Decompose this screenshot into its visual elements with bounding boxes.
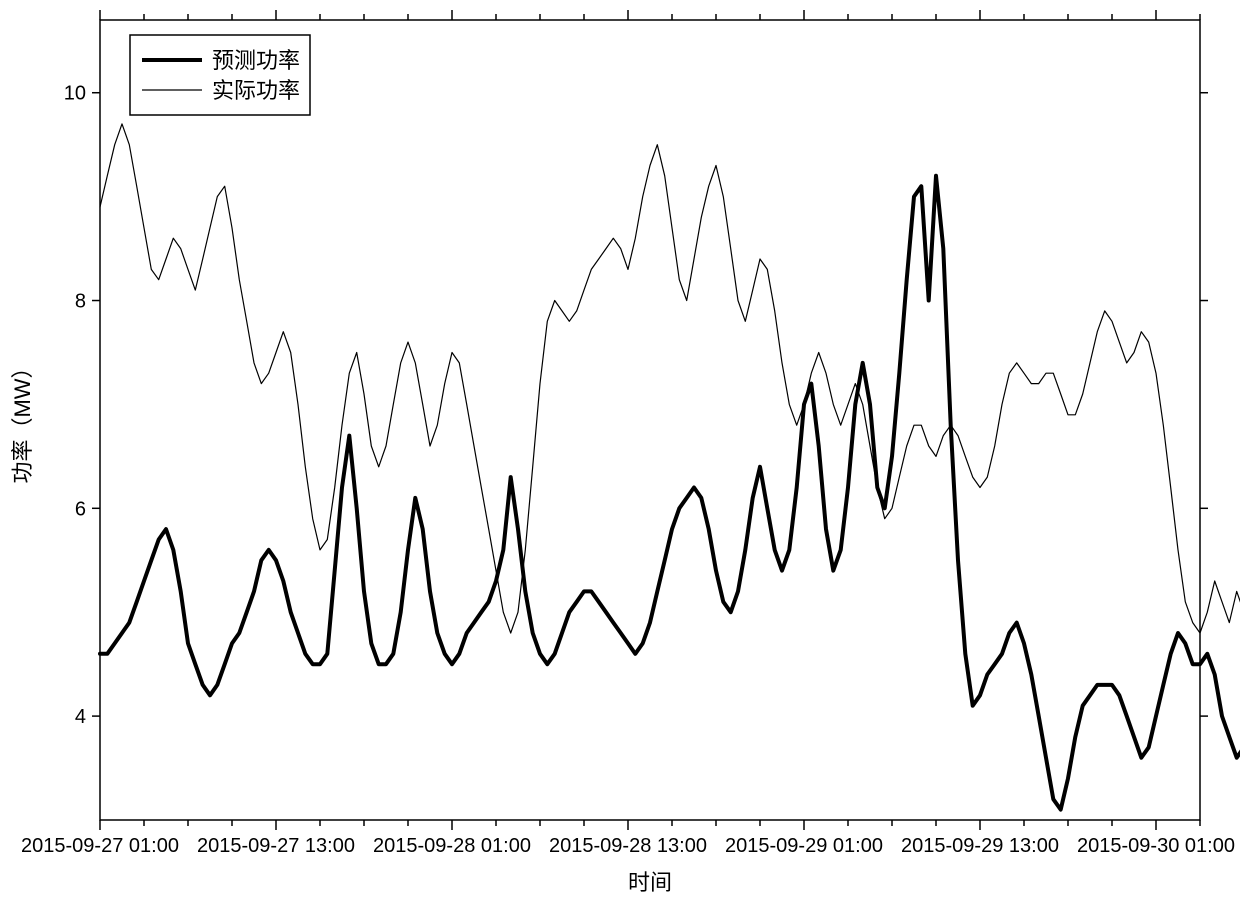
legend-label: 预测功率 <box>212 48 300 73</box>
x-tick-label: 2015-09-28 13:00 <box>549 835 707 857</box>
legend: 预测功率实际功率 <box>130 35 310 115</box>
x-tick-label: 2015-09-28 01:00 <box>373 835 531 857</box>
x-axis-label: 时间 <box>628 870 672 895</box>
x-tick-label: 2015-09-29 01:00 <box>725 835 883 857</box>
y-tick-label: 8 <box>75 291 86 313</box>
x-tick-label: 2015-09-27 01:00 <box>21 835 179 857</box>
power-chart: 4 6 8 10 功率（MW） 2015-09-27 01:00 2015-09-27 13… <box>0 0 1240 915</box>
x-tick-label: 2015-09-30 01:00 <box>1077 835 1235 857</box>
y-tick-label: 10 <box>64 83 86 105</box>
x-tick-label: 2015-09-29 13:00 <box>901 835 1059 857</box>
y-tick-label: 6 <box>75 498 86 520</box>
y-axis-label: 功率（MW） <box>10 356 35 483</box>
legend-label: 实际功率 <box>212 78 300 103</box>
x-tick-label: 2015-09-27 13:00 <box>197 835 355 857</box>
y-tick-label: 4 <box>75 706 86 728</box>
chart-container: 4 6 8 10 功率（MW） 2015-09-27 01:00 2015-09-27 13… <box>0 0 1240 915</box>
